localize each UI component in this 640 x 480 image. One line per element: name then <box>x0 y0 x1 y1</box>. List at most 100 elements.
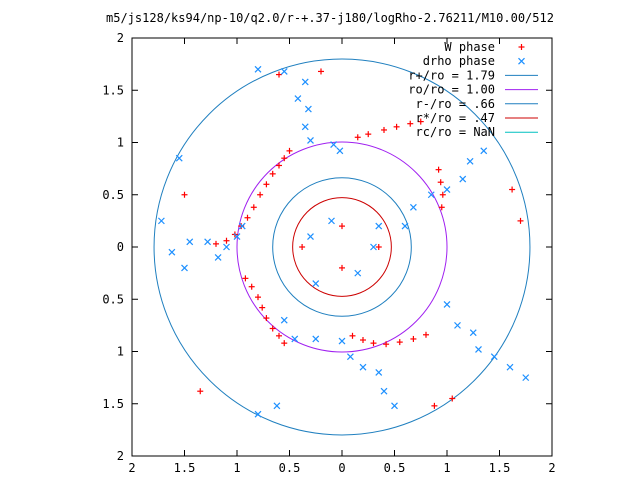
drho-phase-point <box>454 321 461 329</box>
w-phase-point <box>213 240 219 247</box>
w-phase-point <box>365 131 372 138</box>
drho-phase-point <box>157 217 165 225</box>
drho-phase-point <box>443 301 451 308</box>
w-phase-point <box>197 388 204 395</box>
drho-phase-point <box>254 65 262 73</box>
y-tick-label: 1 <box>117 345 124 359</box>
drho-phase-point <box>301 123 309 131</box>
w-phase-point <box>276 162 282 169</box>
w-phase-point <box>339 264 345 271</box>
legend-label: drho phase <box>423 54 495 68</box>
w-phase-point <box>259 304 266 311</box>
w-phase-point <box>370 340 377 347</box>
drho-phase-point <box>459 175 467 183</box>
y-tick-label: 1.5 <box>102 83 124 97</box>
y-tick-label: 0 <box>117 240 124 254</box>
w-phase-point <box>263 181 270 188</box>
w-phase-point <box>407 120 414 127</box>
w-phase-point <box>396 339 403 346</box>
w-phase-point <box>431 402 438 409</box>
drho-phase-point <box>391 402 398 410</box>
drho-phase-point <box>522 374 530 382</box>
w-phase-point <box>299 244 306 250</box>
drho-phase-point <box>280 68 288 75</box>
drho-phase-point <box>204 238 212 246</box>
drho-phase-point <box>307 136 314 144</box>
reference-circle <box>236 141 448 353</box>
x-tick-label: 1.5 <box>489 461 511 475</box>
drho-phase-point <box>304 105 312 113</box>
legend-label: r+/ro = 1.79 <box>408 68 495 82</box>
drho-phase-point <box>469 329 477 337</box>
drho-phase-point <box>354 269 362 277</box>
drho-phase-point <box>475 345 482 353</box>
y-tick-label: 0.5 <box>102 292 124 306</box>
phase-points <box>157 65 530 418</box>
drho-phase-point <box>427 191 435 199</box>
w-phase-point <box>435 166 442 173</box>
w-phase-point <box>339 223 345 230</box>
drho-phase-point <box>181 264 188 272</box>
drho-phase-point <box>294 95 302 103</box>
drho-phase-point <box>346 353 354 361</box>
w-phase-point <box>257 191 264 198</box>
w-phase-point <box>438 204 445 211</box>
w-phase-point <box>238 223 245 230</box>
w-phase-point <box>383 341 390 348</box>
x-tick-label: 2 <box>128 461 135 475</box>
reference-circle <box>292 197 392 297</box>
w-phase-point <box>423 331 429 338</box>
w-phase-point <box>248 283 255 290</box>
drho-phase-point <box>375 222 383 230</box>
legend-label: r*/ro = .47 <box>416 111 495 125</box>
drho-phase-point <box>312 280 320 287</box>
w-phase-point <box>223 237 230 244</box>
drho-phase-point <box>401 222 409 230</box>
w-phase-point <box>242 275 249 282</box>
w-phase-point <box>509 186 516 193</box>
x-tick-label: 2 <box>548 461 555 475</box>
reference-circle <box>153 58 531 436</box>
drho-phase-point <box>490 353 498 361</box>
drho-phase-point <box>359 363 367 371</box>
legend-label: ro/ro = 1.00 <box>408 83 495 97</box>
drho-phase-point <box>214 254 222 261</box>
w-phase-point <box>439 191 446 198</box>
drho-phase-point <box>223 243 230 251</box>
w-phase-point <box>269 170 276 177</box>
y-tick-label: 1.5 <box>102 397 124 411</box>
drho-phase-point <box>307 233 314 240</box>
w-phase-point <box>393 123 400 130</box>
w-phase-point <box>354 134 361 141</box>
w-phase-point <box>410 335 417 342</box>
drho-phase-point <box>375 368 383 376</box>
w-phase-point <box>449 395 456 402</box>
drho-phase-point <box>380 387 388 395</box>
drho-phase-point <box>370 243 377 251</box>
legend-label: W phase <box>444 40 495 54</box>
w-phase-point <box>281 155 288 162</box>
w-phase-point <box>360 337 366 344</box>
w-phase-point <box>417 118 424 125</box>
x-tick-label: 1.5 <box>174 461 196 475</box>
drho-phase-point <box>506 363 514 371</box>
w-phase-point <box>375 244 382 250</box>
w-phase-point <box>263 315 270 322</box>
reference-circle <box>272 177 412 317</box>
w-phase-point <box>250 204 257 211</box>
drho-phase-point <box>443 186 451 193</box>
legend-label: r-/ro = .66 <box>416 97 495 111</box>
y-axis-ticks: 2 1.5 1 0.5 0 0.5 1 1.5 2 <box>102 31 552 463</box>
drho-phase-point <box>280 316 288 324</box>
w-phase-point <box>286 147 293 154</box>
x-tick-label: 1 <box>443 461 450 475</box>
drho-phase-point <box>466 157 474 165</box>
x-tick-label: 0 <box>338 461 345 475</box>
x-tick-label: 1 <box>233 461 240 475</box>
drho-phase-point <box>409 203 417 211</box>
legend-marker <box>518 57 525 65</box>
drho-phase-point <box>186 238 194 246</box>
y-tick-label: 2 <box>117 449 124 463</box>
